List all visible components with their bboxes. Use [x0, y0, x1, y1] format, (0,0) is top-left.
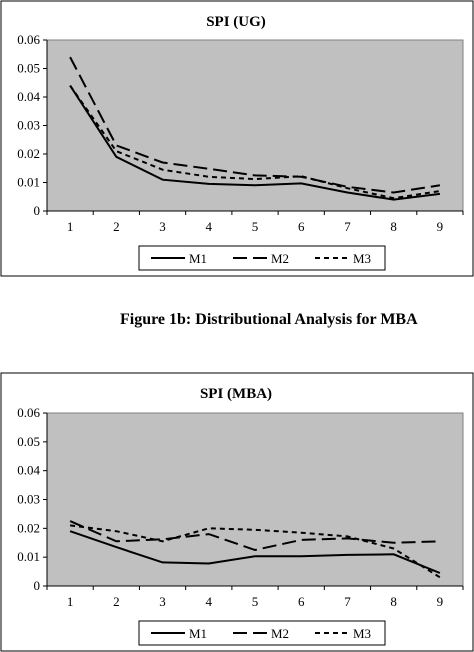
- y-tick-label: 0.06: [17, 405, 40, 420]
- y-tick-label: 0.02: [17, 520, 40, 535]
- y-tick-label: 0: [34, 203, 41, 218]
- x-tick-label: 8: [390, 219, 397, 234]
- chart-title: SPI (UG): [206, 14, 266, 30]
- x-tick-label: 5: [252, 594, 259, 609]
- plot-area: [46, 39, 464, 212]
- chart-spi-ug: SPI (UG) 0 0.01 0.02 0.03 0.04 0.05 0.06 1 2 3 4 5 6 7…: [0, 0, 474, 277]
- series-line-m1: [69, 530, 441, 574]
- x-tick-label: 2: [113, 219, 120, 234]
- chart-spi-ug-svg: SPI (UG) 0 0.01 0.02 0.03 0.04 0.05 0.06 1 2 3 4 5 6 7…: [0, 0, 474, 277]
- legend-label-m1: M1: [189, 251, 207, 266]
- legend-label-m3: M3: [353, 626, 371, 641]
- x-tick-label: 2: [113, 594, 120, 609]
- legend-label-m1: M1: [189, 626, 207, 641]
- series-line-m2: [69, 520, 440, 552]
- legend-label-m3: M3: [353, 251, 371, 266]
- x-tick-label: 3: [159, 594, 166, 609]
- x-tick-label: 8: [390, 594, 397, 609]
- y-tick-label: 0.04: [17, 89, 40, 104]
- y-tick-label: 0: [34, 578, 41, 593]
- y-tick-label: 0.01: [17, 549, 40, 564]
- x-tick-label: 4: [206, 219, 213, 234]
- x-tick-label: 9: [437, 594, 444, 609]
- legend-label-m2: M2: [271, 251, 289, 266]
- series-line-m1: [69, 85, 441, 201]
- figure-caption-text: Figure 1b: Distributional Analysis for M…: [120, 311, 418, 328]
- chart-title: SPI (MBA): [200, 386, 272, 402]
- y-tick-label: 0.04: [17, 463, 40, 478]
- x-tick-label: 1: [67, 594, 74, 609]
- y-tick-label: 0.06: [17, 32, 40, 47]
- chart-spi-mba-svg: SPI (MBA) 0 0.01 0.02 0.03 0.04 0.05 0.06 1 2 3 4 5 6…: [0, 372, 474, 652]
- x-tick-label: 1: [67, 219, 74, 234]
- x-tick-label: 7: [344, 594, 351, 609]
- chart-spi-mba: SPI (MBA) 0 0.01 0.02 0.03 0.04 0.05 0.06 1 2 3 4 5 6…: [0, 372, 474, 652]
- y-tick-label: 0.02: [17, 146, 40, 161]
- y-tick-label: 0.03: [17, 118, 40, 133]
- y-tick-label: 0.05: [17, 61, 40, 76]
- x-tick-label: 4: [206, 594, 213, 609]
- x-tick-label: 6: [298, 219, 305, 234]
- x-tick-label: 5: [252, 219, 259, 234]
- y-tick-label: 0.05: [17, 434, 40, 449]
- y-tick-label: 0.01: [17, 175, 40, 190]
- x-tick-label: 9: [437, 219, 444, 234]
- x-tick-label: 6: [298, 594, 305, 609]
- x-tick-label: 7: [344, 219, 351, 234]
- y-tick-label: 0.03: [17, 492, 40, 507]
- plot-area: [46, 412, 464, 587]
- x-tick-label: 3: [159, 219, 166, 234]
- series-line-m2: [69, 56, 441, 194]
- legend-label-m2: M2: [271, 626, 289, 641]
